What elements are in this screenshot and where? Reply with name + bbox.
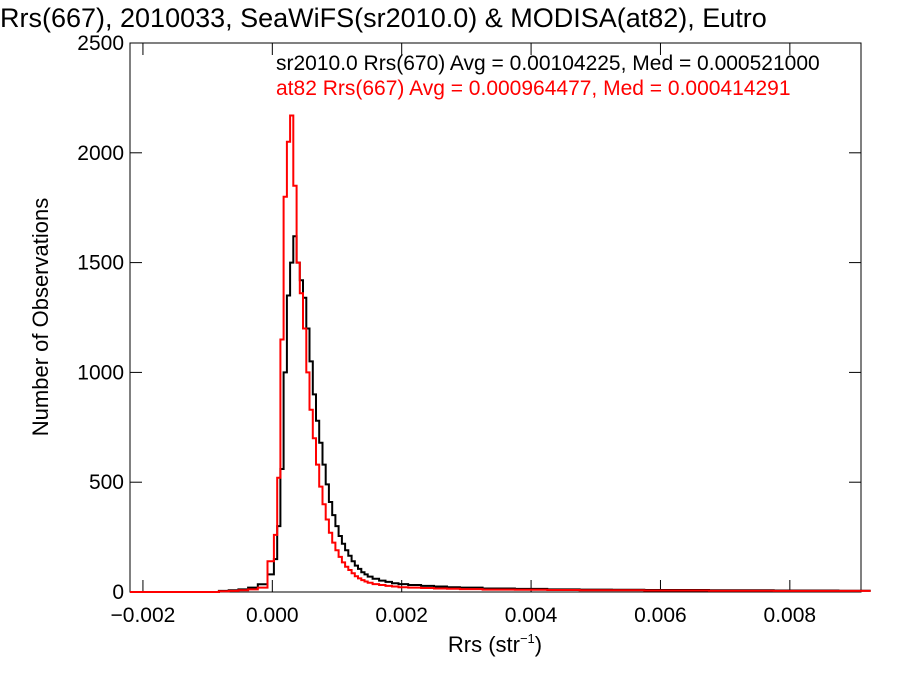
series-line-at82 bbox=[130, 114, 871, 593]
y-tick-label: 0 bbox=[112, 581, 124, 604]
x-tick-label: 0.002 bbox=[375, 604, 428, 627]
legend-entry: sr2010.0 Rrs(670) Avg = 0.00104225, Med … bbox=[276, 52, 820, 75]
plot-frame bbox=[129, 42, 862, 593]
x-tick-label: 0.000 bbox=[246, 604, 299, 627]
series-layer bbox=[130, 114, 871, 593]
y-axis: 0 500 1000 1500 2000 2500 bbox=[77, 32, 861, 604]
x-tick-label: −0.002 bbox=[111, 604, 176, 627]
y-tick-label: 500 bbox=[89, 471, 124, 494]
x-axis-label-main: Rrs (str bbox=[448, 632, 520, 657]
legend-entry: at82 Rrs(667) Avg = 0.000964477, Med = 0… bbox=[276, 77, 791, 100]
y-axis-label: Number of Observations bbox=[28, 198, 53, 436]
x-tick-label: 0.006 bbox=[634, 604, 687, 627]
y-tick-label: 2500 bbox=[77, 32, 124, 55]
chart-title: Rrs(667), 2010033, SeaWiFS(sr2010.0) & M… bbox=[0, 3, 767, 33]
x-axis-label: Rrs (str−1) bbox=[448, 631, 542, 657]
y-tick-label: 2000 bbox=[77, 142, 124, 165]
y-tick-label: 1000 bbox=[77, 361, 124, 384]
x-tick-label: 0.004 bbox=[505, 604, 558, 627]
legend: sr2010.0 Rrs(670) Avg = 0.00104225, Med … bbox=[276, 52, 820, 100]
x-tick-label: 0.008 bbox=[764, 604, 817, 627]
x-axis-label-close: ) bbox=[535, 632, 542, 657]
x-axis: −0.002 0.000 0.002 0.004 0.006 0.008 bbox=[111, 43, 817, 627]
x-axis-label-superscript: −1 bbox=[520, 631, 535, 646]
y-tick-label: 1500 bbox=[77, 252, 124, 275]
